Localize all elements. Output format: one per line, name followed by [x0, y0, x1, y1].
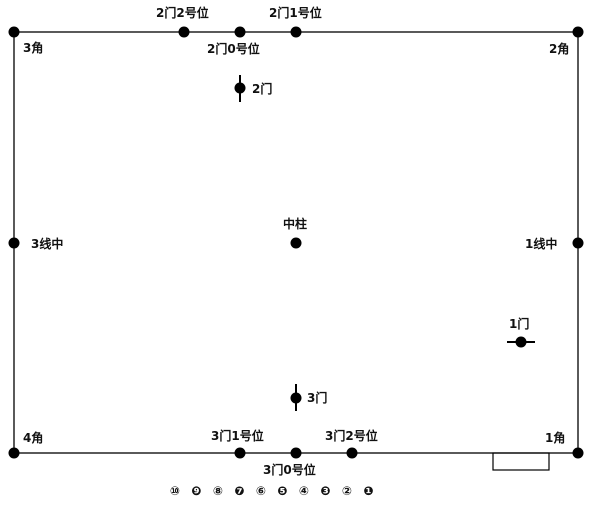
center-pillar-label: 中柱 [283, 216, 307, 231]
door1-label: 1门 [509, 316, 529, 331]
line1-mid-label: 1线中 [525, 236, 557, 251]
door3-marker [290, 384, 302, 411]
number-glyph: ❺ [277, 484, 287, 498]
corner-label-4: 4角 [23, 430, 43, 445]
door2-label: 2门 [252, 81, 272, 96]
corner-dot-4 [8, 447, 20, 459]
corner-label-1: 1角 [545, 430, 565, 445]
number-glyph: ⑥ [256, 484, 266, 498]
gate2-pos2-dot [178, 26, 190, 38]
door2-marker [234, 75, 246, 102]
line3-mid-dot [8, 237, 20, 249]
number-glyph: ❸ [320, 484, 330, 498]
gate2-pos2-label: 2门2号位 [156, 5, 209, 20]
line3-mid-label: 3线中 [31, 236, 63, 251]
number-glyph: ❶ [363, 484, 373, 498]
gate3-pos0-label: 3门0号位 [263, 462, 316, 477]
number-glyph: ⑧ [213, 484, 223, 498]
door1-marker [507, 336, 535, 348]
gate2-pos0-label: 2门0号位 [207, 41, 260, 56]
gate3-pos1-label: 3门1号位 [211, 428, 264, 443]
gate2-pos1-dot [290, 26, 302, 38]
number-glyph: ❾ [191, 484, 201, 498]
number-glyph: ④ [299, 484, 309, 498]
center-pillar-dot [290, 237, 302, 249]
gate3-pos2-dot [346, 447, 358, 459]
gate2-pos1-label: 2门1号位 [269, 5, 322, 20]
corner-dot-1 [572, 447, 584, 459]
corner1-box [492, 452, 550, 471]
corner-label-3: 3角 [23, 40, 43, 55]
gate3-pos2-label: 3门2号位 [325, 428, 378, 443]
line1-mid-dot [572, 237, 584, 249]
gate3-pos0-dot [290, 447, 302, 459]
number-glyph: ② [342, 484, 352, 498]
gate2-pos0-dot [234, 26, 246, 38]
number-glyph: ⑩ [170, 484, 180, 498]
corner-dot-3 [8, 26, 20, 38]
door3-label: 3门 [307, 390, 327, 405]
corner-label-2: 2角 [549, 41, 569, 56]
number-glyph: ❼ [234, 484, 244, 498]
gate3-pos1-dot [234, 447, 246, 459]
corner-dot-2 [572, 26, 584, 38]
